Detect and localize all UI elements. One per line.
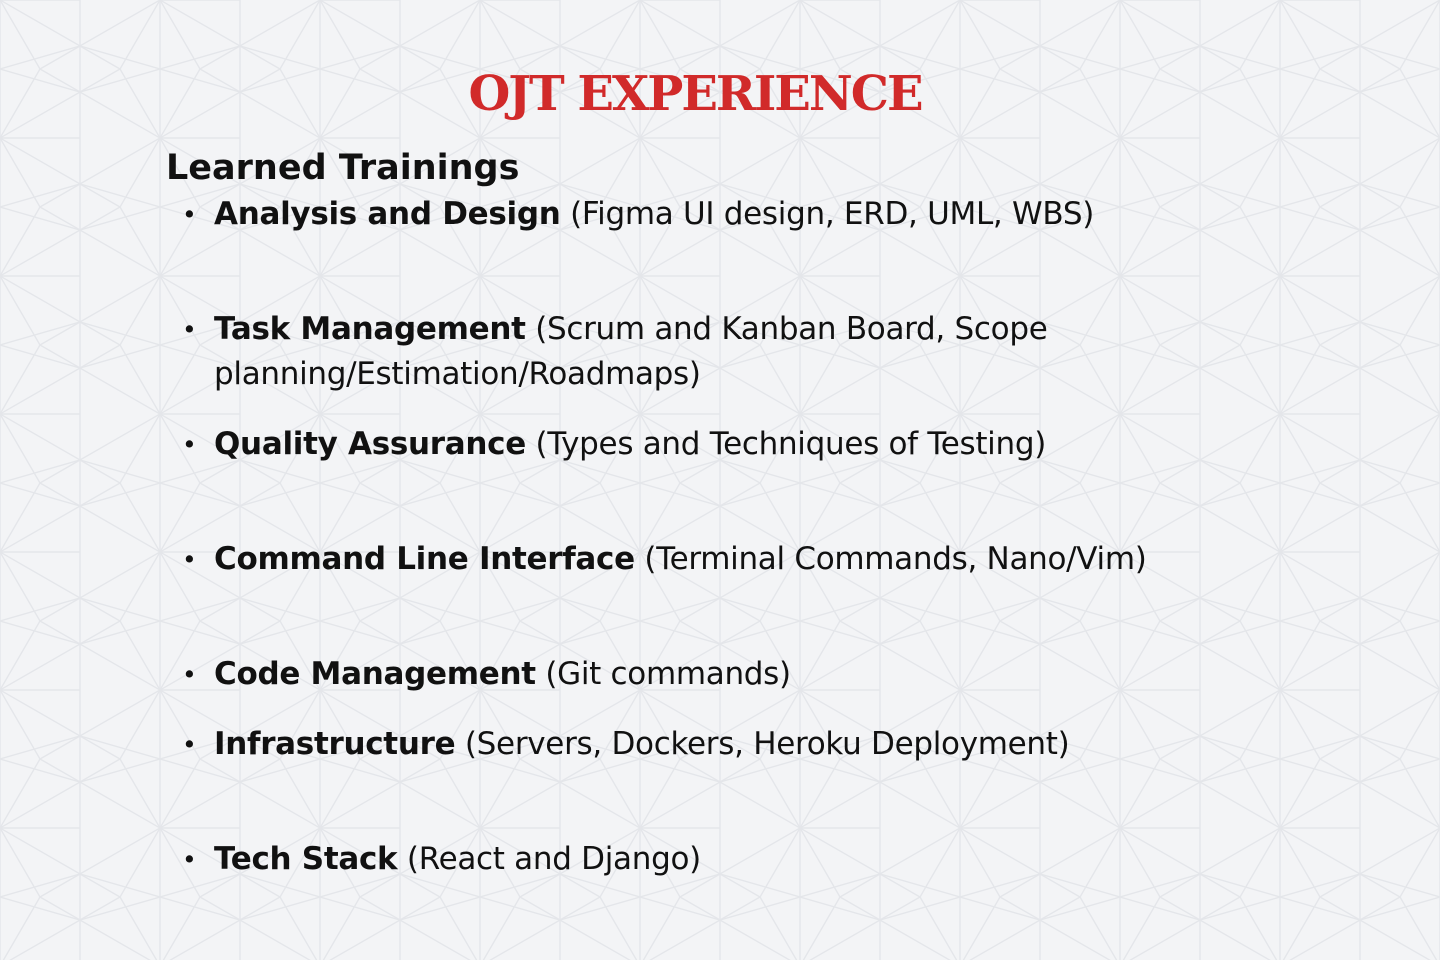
list-item-detail: (Terminal Commands, Nano/Vim) <box>644 541 1147 577</box>
list-item-detail: (Servers, Dockers, Heroku Deployment) <box>464 726 1070 762</box>
list-item-text: Tech Stack (React and Django) <box>214 837 1182 882</box>
list-item-term: Code Management <box>214 656 536 692</box>
bullet-icon: • <box>182 545 197 574</box>
list-item-detail: (Figma UI design, ERD, UML, WBS) <box>570 196 1094 232</box>
list-item-detail: (Scrum and Kanban Board, Scope planning/… <box>214 311 1048 392</box>
list-item-term: Analysis and Design <box>214 196 561 232</box>
list-item-term: Task Management <box>214 311 526 347</box>
list-item-detail: (React and Django) <box>406 841 701 877</box>
list-item-text: Quality Assurance (Types and Techniques … <box>214 422 1182 467</box>
slide-title: OJT EXPERIENCE <box>468 66 923 122</box>
list-item-text: Code Management (Git commands) <box>214 652 1182 697</box>
list-item-term: Tech Stack <box>214 841 398 877</box>
bullet-icon: • <box>182 430 197 459</box>
bullet-icon: • <box>182 315 197 344</box>
list-item-term: Infrastructure <box>214 726 456 762</box>
bullet-icon: • <box>182 845 197 874</box>
list-item-detail: (Types and Techniques of Testing) <box>535 426 1047 462</box>
bullet-icon: • <box>182 660 197 689</box>
list-item-term: Command Line Interface <box>214 541 635 577</box>
list-item-text: Infrastructure (Servers, Dockers, Heroku… <box>214 722 1182 767</box>
list-item-text: Analysis and Design (Figma UI design, ER… <box>214 192 1182 237</box>
bullet-icon: • <box>182 200 197 229</box>
bullet-icon: • <box>182 730 197 759</box>
list-item-term: Quality Assurance <box>214 426 526 462</box>
list-item-text: Command Line Interface (Terminal Command… <box>214 537 1182 582</box>
section-heading: Learned Trainings <box>166 148 520 188</box>
list-item-detail: (Git commands) <box>545 656 791 692</box>
list-item-text: Task Management (Scrum and Kanban Board,… <box>214 307 1182 397</box>
